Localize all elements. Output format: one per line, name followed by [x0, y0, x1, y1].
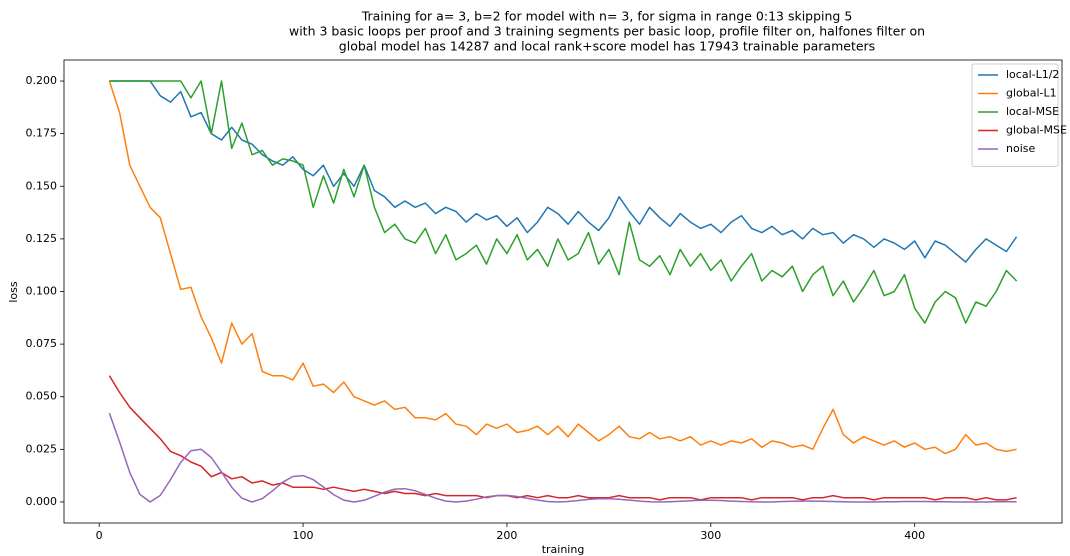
- x-tick-label: 200: [496, 529, 517, 542]
- y-tick-label: 0.075: [26, 337, 58, 350]
- line-series: [108, 412, 1017, 503]
- legend-label: noise: [1006, 142, 1035, 155]
- legend-label: local-L1/2: [1006, 68, 1059, 81]
- y-tick-label: 0.100: [26, 285, 58, 298]
- chart-title: with 3 basic loops per proof and 3 train…: [289, 24, 925, 39]
- line-series: [109, 80, 1018, 324]
- x-axis-label: training: [542, 543, 585, 556]
- line-series: [109, 80, 1018, 263]
- legend-box: [971, 63, 1059, 167]
- y-tick-label: 0.200: [26, 74, 58, 87]
- y-tick-label: 0.175: [26, 127, 58, 140]
- line-series: [108, 80, 1017, 455]
- y-tick-label: 0.000: [26, 495, 58, 508]
- chart-title: global model has 14287 and local rank+sc…: [339, 39, 875, 54]
- legend-label: local-MSE: [1006, 105, 1059, 118]
- y-tick-label: 0.050: [26, 390, 58, 403]
- y-tick-label: 0.150: [26, 179, 58, 192]
- y-tick-label: 0.125: [26, 232, 58, 245]
- y-tick-label: 0.025: [26, 442, 58, 455]
- legend-label: global-MSE: [1006, 124, 1067, 137]
- x-tick-label: 300: [700, 529, 721, 542]
- x-tick-label: 400: [904, 529, 925, 542]
- legend-label: global-L1: [1006, 87, 1057, 100]
- x-tick-label: 100: [293, 529, 314, 542]
- chart-title: Training for a= 3, b=2 for model with n=…: [361, 9, 853, 24]
- plot-frame: [63, 59, 1063, 524]
- x-tick-label: 0: [96, 529, 103, 542]
- y-axis-label: loss: [7, 281, 20, 303]
- line-series: [108, 375, 1017, 501]
